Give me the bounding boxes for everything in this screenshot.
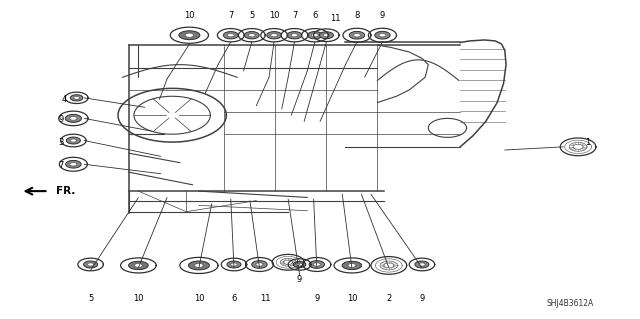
Text: 9: 9 [58,115,63,124]
Text: 9: 9 [419,294,424,303]
Polygon shape [66,160,81,168]
Polygon shape [309,261,324,268]
Polygon shape [291,33,298,37]
Polygon shape [231,263,237,266]
Text: 10: 10 [184,11,195,20]
Polygon shape [375,31,390,39]
Polygon shape [419,263,425,266]
Polygon shape [195,263,203,268]
Polygon shape [379,33,386,37]
Polygon shape [353,33,360,37]
Polygon shape [293,261,306,268]
Text: 10: 10 [194,294,204,303]
Text: 4: 4 [61,95,67,104]
Polygon shape [267,32,282,39]
Polygon shape [129,261,148,270]
Text: 11: 11 [330,14,340,23]
Polygon shape [271,33,278,37]
Polygon shape [227,33,234,37]
Text: 9: 9 [297,275,302,284]
Polygon shape [223,32,238,39]
Text: 11: 11 [260,294,271,303]
Text: 2: 2 [386,294,392,303]
Text: 3: 3 [58,137,63,147]
Polygon shape [70,139,77,142]
Text: 9: 9 [314,294,319,303]
Polygon shape [65,115,81,122]
Text: 5: 5 [88,294,93,303]
Text: 8: 8 [355,11,360,20]
Polygon shape [287,32,302,39]
Polygon shape [349,31,365,39]
Polygon shape [84,261,98,268]
Polygon shape [297,263,303,266]
Polygon shape [252,261,267,268]
Polygon shape [308,32,323,39]
Polygon shape [188,261,209,270]
Text: 10: 10 [347,294,357,303]
Text: 7: 7 [228,11,234,20]
Polygon shape [314,263,320,266]
Polygon shape [185,33,193,37]
Text: FR.: FR. [56,186,76,196]
Polygon shape [248,33,255,37]
Polygon shape [323,33,330,37]
Polygon shape [227,261,241,268]
Polygon shape [312,33,318,37]
Text: 6: 6 [312,11,317,20]
Polygon shape [348,263,356,267]
Polygon shape [319,32,333,39]
Polygon shape [256,263,263,266]
Text: 7: 7 [58,161,63,170]
Polygon shape [70,95,83,101]
Polygon shape [179,31,200,40]
Text: 7: 7 [292,11,297,20]
Polygon shape [67,137,81,144]
Text: 10: 10 [269,11,280,20]
Text: SHJ4B3612A: SHJ4B3612A [546,299,593,308]
Text: 9: 9 [380,11,385,20]
Polygon shape [70,162,77,166]
Polygon shape [342,261,362,270]
Text: 10: 10 [133,294,143,303]
Polygon shape [88,263,94,266]
Text: 5: 5 [249,11,255,20]
Polygon shape [415,261,429,268]
Polygon shape [70,116,77,120]
Text: 1: 1 [585,137,590,147]
Polygon shape [74,96,79,99]
Polygon shape [134,263,142,267]
Polygon shape [244,32,259,39]
Text: 6: 6 [231,294,237,303]
